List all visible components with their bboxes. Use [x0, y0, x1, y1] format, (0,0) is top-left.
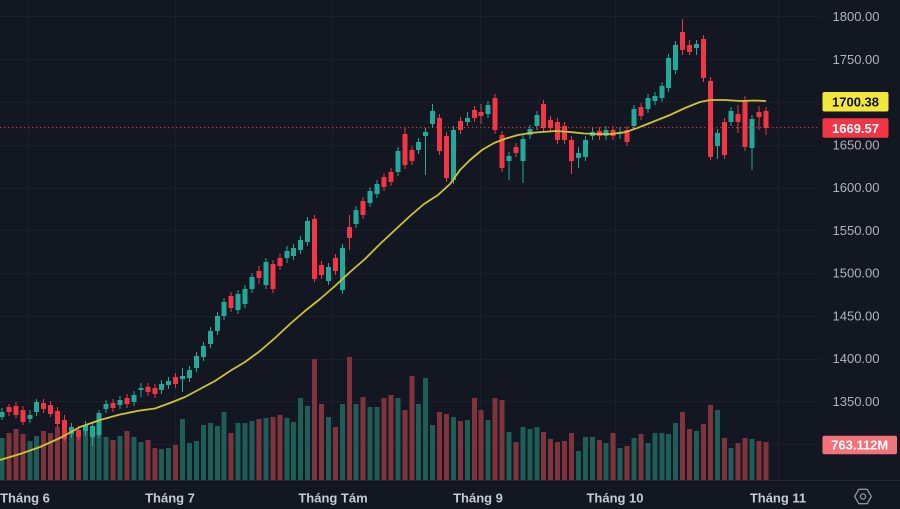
svg-text:1450.00: 1450.00	[833, 308, 880, 323]
svg-text:Tháng 7: Tháng 7	[145, 490, 195, 505]
svg-text:1650.00: 1650.00	[833, 137, 880, 152]
svg-text:1400.00: 1400.00	[833, 351, 880, 366]
svg-text:Tháng 9: Tháng 9	[453, 490, 503, 505]
svg-text:1550.00: 1550.00	[833, 223, 880, 238]
svg-text:1750.00: 1750.00	[833, 52, 880, 67]
svg-text:Tháng 11: Tháng 11	[750, 490, 806, 505]
svg-text:1700.38: 1700.38	[832, 95, 879, 110]
svg-text:Tháng Tám: Tháng Tám	[298, 490, 367, 505]
svg-text:Tháng 10: Tháng 10	[586, 490, 643, 505]
svg-text:1600.00: 1600.00	[833, 180, 880, 195]
svg-text:1800.00: 1800.00	[833, 9, 880, 24]
svg-text:1350.00: 1350.00	[833, 394, 880, 409]
svg-text:1500.00: 1500.00	[833, 266, 880, 281]
svg-text:Tháng 6: Tháng 6	[0, 490, 50, 505]
svg-text:1669.57: 1669.57	[832, 121, 879, 136]
svg-text:763.112M: 763.112M	[831, 438, 888, 453]
